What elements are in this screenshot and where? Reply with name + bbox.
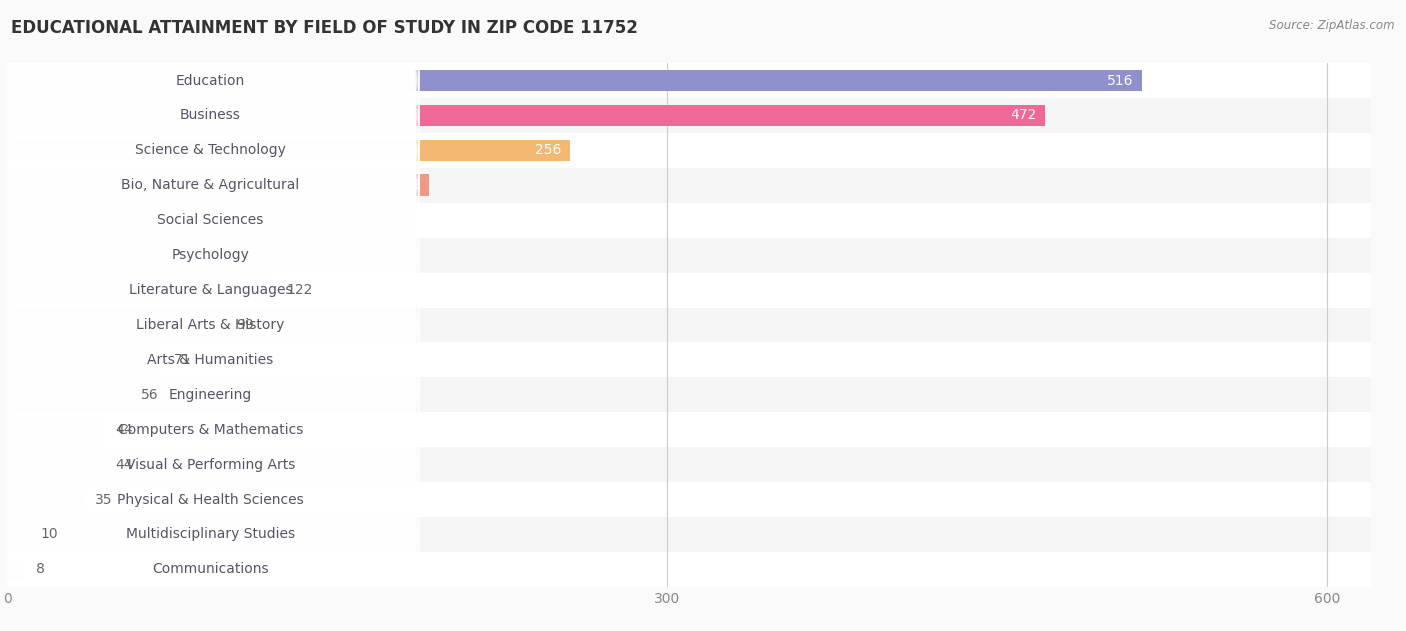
Bar: [7, 98, 1371, 133]
Text: 516: 516: [1107, 74, 1133, 88]
Text: Social Sciences: Social Sciences: [157, 213, 264, 227]
FancyBboxPatch shape: [1, 230, 419, 559]
Text: 8: 8: [35, 562, 45, 576]
Bar: [7, 209, 416, 231]
Bar: [7, 175, 429, 196]
FancyBboxPatch shape: [1, 0, 419, 315]
Text: Source: ZipAtlas.com: Source: ZipAtlas.com: [1270, 19, 1395, 32]
Text: Psychology: Psychology: [172, 248, 249, 262]
Bar: [7, 384, 131, 406]
Text: 186: 186: [381, 213, 408, 227]
Bar: [7, 203, 1371, 238]
Bar: [7, 489, 84, 510]
Bar: [7, 280, 276, 301]
FancyBboxPatch shape: [1, 160, 419, 490]
Text: 44: 44: [115, 457, 132, 471]
Text: Bio, Nature & Agricultural: Bio, Nature & Agricultural: [121, 179, 299, 192]
Text: Computers & Mathematics: Computers & Mathematics: [118, 423, 304, 437]
Bar: [7, 558, 25, 580]
FancyBboxPatch shape: [1, 335, 419, 631]
FancyBboxPatch shape: [1, 56, 419, 385]
Bar: [7, 63, 1371, 98]
Text: Arts & Humanities: Arts & Humanities: [148, 353, 274, 367]
Text: Science & Technology: Science & Technology: [135, 143, 285, 157]
FancyBboxPatch shape: [1, 265, 419, 594]
Bar: [7, 168, 1371, 203]
Text: Liberal Arts & History: Liberal Arts & History: [136, 318, 284, 332]
Text: 35: 35: [96, 493, 112, 507]
Text: Business: Business: [180, 109, 240, 122]
Bar: [7, 524, 30, 545]
FancyBboxPatch shape: [1, 126, 419, 454]
Text: 177: 177: [361, 248, 388, 262]
Bar: [7, 314, 225, 336]
Bar: [7, 517, 1371, 552]
Text: 192: 192: [394, 179, 420, 192]
Text: Engineering: Engineering: [169, 388, 252, 402]
Text: Visual & Performing Arts: Visual & Performing Arts: [125, 457, 295, 471]
FancyBboxPatch shape: [1, 0, 419, 245]
Text: Education: Education: [176, 74, 245, 88]
FancyBboxPatch shape: [1, 300, 419, 629]
Bar: [7, 238, 1371, 273]
FancyBboxPatch shape: [1, 196, 419, 524]
Bar: [7, 244, 396, 266]
Bar: [7, 552, 1371, 587]
Text: 10: 10: [39, 528, 58, 541]
FancyBboxPatch shape: [1, 405, 419, 631]
Text: 99: 99: [236, 318, 253, 332]
Text: Multidisciplinary Studies: Multidisciplinary Studies: [127, 528, 295, 541]
Text: Physical & Health Sciences: Physical & Health Sciences: [117, 493, 304, 507]
Bar: [7, 273, 1371, 307]
Text: Communications: Communications: [152, 562, 269, 576]
Bar: [7, 412, 1371, 447]
FancyBboxPatch shape: [1, 91, 419, 420]
Bar: [7, 447, 1371, 482]
Text: EDUCATIONAL ATTAINMENT BY FIELD OF STUDY IN ZIP CODE 11752: EDUCATIONAL ATTAINMENT BY FIELD OF STUDY…: [11, 19, 638, 37]
Text: 472: 472: [1011, 109, 1036, 122]
Bar: [7, 139, 571, 161]
FancyBboxPatch shape: [1, 21, 419, 350]
Text: Literature & Languages: Literature & Languages: [129, 283, 292, 297]
Text: 44: 44: [115, 423, 132, 437]
Text: 71: 71: [174, 353, 191, 367]
Bar: [7, 419, 104, 440]
Text: 122: 122: [287, 283, 312, 297]
Bar: [7, 70, 1142, 91]
Bar: [7, 343, 1371, 377]
Bar: [7, 482, 1371, 517]
Bar: [7, 133, 1371, 168]
FancyBboxPatch shape: [1, 0, 419, 280]
Bar: [7, 105, 1045, 126]
Text: 256: 256: [534, 143, 561, 157]
Bar: [7, 454, 104, 475]
FancyBboxPatch shape: [1, 370, 419, 631]
Bar: [7, 307, 1371, 343]
Bar: [7, 377, 1371, 412]
Bar: [7, 349, 163, 370]
Text: 56: 56: [141, 388, 159, 402]
